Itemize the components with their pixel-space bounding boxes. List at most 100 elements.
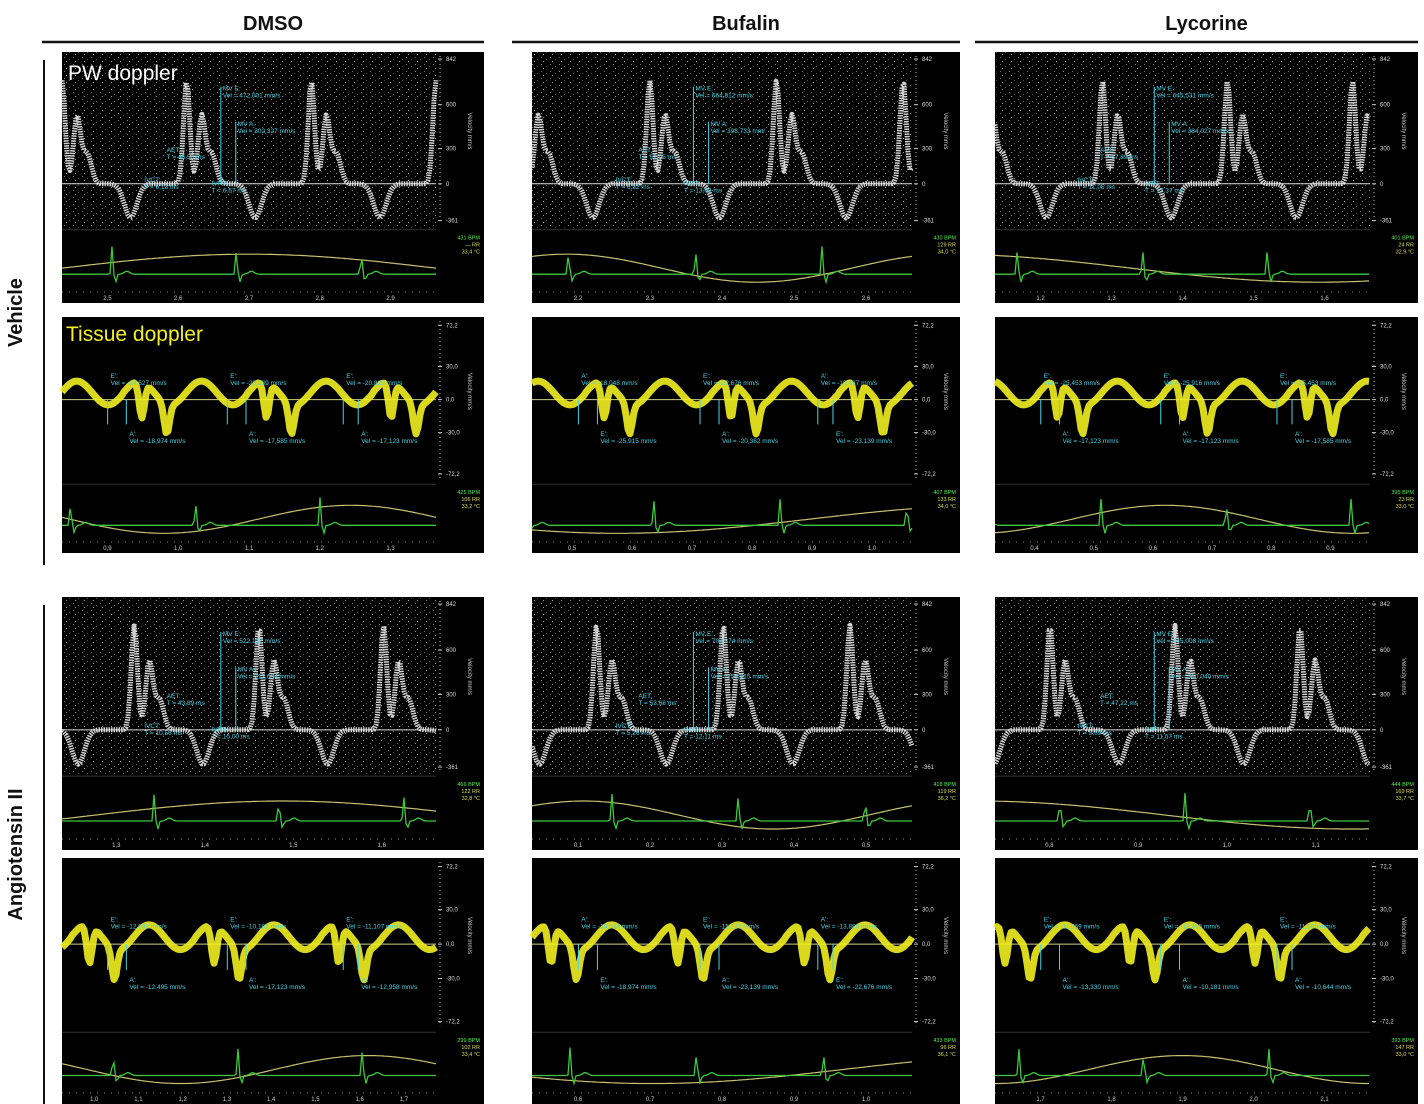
annotation-value: Vel = -12,495 mm/s bbox=[1164, 924, 1221, 931]
doppler-waveform bbox=[993, 377, 1371, 438]
annotation-label: E': bbox=[230, 373, 238, 380]
annotation-value: Vel = -20,825 mm/s bbox=[346, 380, 403, 387]
annotation-label: IVRT: bbox=[212, 727, 228, 734]
respiration-trace bbox=[61, 800, 437, 820]
annotation-value: Vel = 302,327 mm/s bbox=[238, 128, 296, 135]
annotation-value: Vel = 213,634 mm/s bbox=[238, 673, 296, 680]
annotation-label: MV E: bbox=[1156, 86, 1174, 93]
panel-background bbox=[62, 317, 484, 553]
annotation-label: E': bbox=[111, 373, 119, 380]
annotation-value: Vel = -12,958 mm/s bbox=[361, 984, 418, 991]
annotation-value: T = 43,89 ms bbox=[167, 700, 206, 707]
annotation-value: T = 51,05 ms bbox=[638, 154, 677, 161]
x-tick-label: 1,1 bbox=[245, 546, 254, 552]
y-tick-label: 842 bbox=[922, 57, 933, 63]
annotation-label: A': bbox=[1063, 977, 1071, 984]
y-tick-label: 300 bbox=[922, 692, 933, 698]
annotation-value: Vel = -13,330 mm/s bbox=[1063, 984, 1120, 991]
ecg-trace bbox=[995, 792, 1369, 832]
annotation-value: T = 8,69 ms bbox=[1078, 730, 1113, 737]
annotation-label: E': bbox=[1044, 373, 1052, 380]
annotation-value: T = 57,89 ms bbox=[1100, 154, 1139, 161]
y-tick-label: 842 bbox=[922, 602, 933, 608]
doppler-waveform bbox=[59, 377, 439, 438]
axis-title: Velocity mm/s bbox=[942, 658, 948, 695]
doppler-waveform bbox=[529, 921, 915, 984]
axis-title: Velocity mm/s bbox=[466, 373, 472, 410]
respiration-trace bbox=[995, 800, 1369, 830]
y-tick-label: 30,0 bbox=[446, 908, 458, 914]
vital-sign: 96 RR bbox=[940, 1045, 956, 1051]
annotation-label: A': bbox=[821, 373, 829, 380]
annotation-value: Vel = -19,437 mm/s bbox=[821, 380, 878, 387]
annotation-label: IVRT: bbox=[1145, 727, 1161, 734]
x-tick-label: 2,0 bbox=[1249, 1097, 1258, 1103]
doppler-waveform bbox=[60, 623, 437, 767]
annotation-value: Vel = -25,453 mm/s bbox=[1044, 380, 1101, 387]
annotation-value: Vel = -11,107 mm/s bbox=[346, 924, 402, 931]
vital-sign: 102 RR bbox=[461, 1045, 480, 1051]
vital-sign: 393 BPM bbox=[1391, 1038, 1414, 1044]
y-tick-label: -361 bbox=[922, 219, 935, 225]
y-tick-label: 30,0 bbox=[922, 908, 934, 914]
axis-title: Velocity mm/s bbox=[1400, 373, 1406, 410]
x-tick-label: 1,0 bbox=[862, 1097, 871, 1103]
x-tick-label: 0,6 bbox=[574, 1097, 583, 1103]
annotation-value: Vel = -10,644 mm/s bbox=[1295, 984, 1352, 991]
annotation-label: AET: bbox=[1100, 693, 1114, 700]
annotation-label: MV E: bbox=[223, 86, 241, 93]
x-tick-label: 2,5 bbox=[103, 296, 112, 302]
annotation-label: IVRT: bbox=[212, 181, 228, 188]
annotation-value: Vel = -24,527 mm/s bbox=[111, 380, 168, 387]
x-tick-label: 1,4 bbox=[267, 1097, 276, 1103]
vital-sign: 122 RR bbox=[461, 789, 480, 795]
x-tick-label: 0,9 bbox=[808, 546, 817, 552]
annotation-value: Vel = -11,569 mm/s bbox=[1280, 924, 1336, 931]
y-tick-label: 842 bbox=[1380, 602, 1391, 608]
vital-sign: 23 RR bbox=[1398, 497, 1414, 503]
y-tick-label: -30,0 bbox=[446, 977, 460, 983]
annotation-value: Vel = 703,374 mm/s bbox=[695, 638, 753, 645]
annotation-value: Vel = -22,676 mm/s bbox=[703, 380, 760, 387]
annotation-value: Vel = -18,974 mm/s bbox=[600, 984, 657, 991]
x-tick-label: 1,5 bbox=[1249, 296, 1258, 302]
column-header: Lycorine bbox=[1165, 13, 1248, 35]
vital-sign: 33,0 °C bbox=[1396, 504, 1414, 510]
axis-title: Velocity mm/s bbox=[466, 658, 472, 695]
doppler-waveform bbox=[529, 622, 915, 767]
y-tick-label: 0,0 bbox=[446, 942, 455, 948]
y-tick-label: 0 bbox=[446, 182, 450, 188]
annotation-value: Vel = -18,974 mm/s bbox=[129, 438, 186, 445]
panel-background bbox=[532, 858, 960, 1104]
x-tick-label: 1,5 bbox=[289, 843, 298, 849]
ecg-trace bbox=[995, 1049, 1369, 1085]
ecg-trace bbox=[532, 246, 912, 285]
column-header: Bufalin bbox=[712, 13, 780, 35]
annotation-label: MV E: bbox=[695, 86, 713, 93]
doppler-waveform bbox=[993, 921, 1372, 984]
y-tick-label: -30,0 bbox=[1380, 431, 1394, 437]
annotation-value: Vel = -12,032 mm/s bbox=[111, 924, 168, 931]
annotation-label: IVRT: bbox=[1145, 181, 1161, 188]
x-tick-label: 1,1 bbox=[134, 1097, 143, 1103]
annotation-value: Vel = 522,132 mm/s bbox=[223, 638, 281, 645]
respiration-trace bbox=[994, 504, 1370, 534]
y-tick-label: -30,0 bbox=[1380, 977, 1394, 983]
y-tick-label: -72,2 bbox=[1380, 1020, 1394, 1026]
ecg-trace bbox=[532, 1047, 912, 1086]
annotation-label: MV A: bbox=[1171, 666, 1189, 673]
x-tick-label: 1,0 bbox=[90, 1097, 99, 1103]
vital-sign: 32,9 °C bbox=[1396, 250, 1414, 256]
ecg-trace bbox=[531, 499, 913, 534]
annotation-value: T = 6,32 ms bbox=[616, 184, 651, 191]
x-tick-label: 1,3 bbox=[1107, 296, 1116, 302]
vital-sign: 433 BPM bbox=[933, 1038, 956, 1044]
annotation-label: IVCT: bbox=[616, 723, 632, 730]
y-tick-label: 600 bbox=[1380, 103, 1391, 109]
annotation-value: Vel = 664,812 mm/s bbox=[695, 93, 753, 100]
x-tick-label: 1,2 bbox=[178, 1097, 187, 1103]
x-tick-label: 0,4 bbox=[790, 843, 799, 849]
annotation-value: Vel = -17,123 mm/s bbox=[1183, 438, 1240, 445]
x-tick-label: 0,9 bbox=[790, 1097, 799, 1103]
